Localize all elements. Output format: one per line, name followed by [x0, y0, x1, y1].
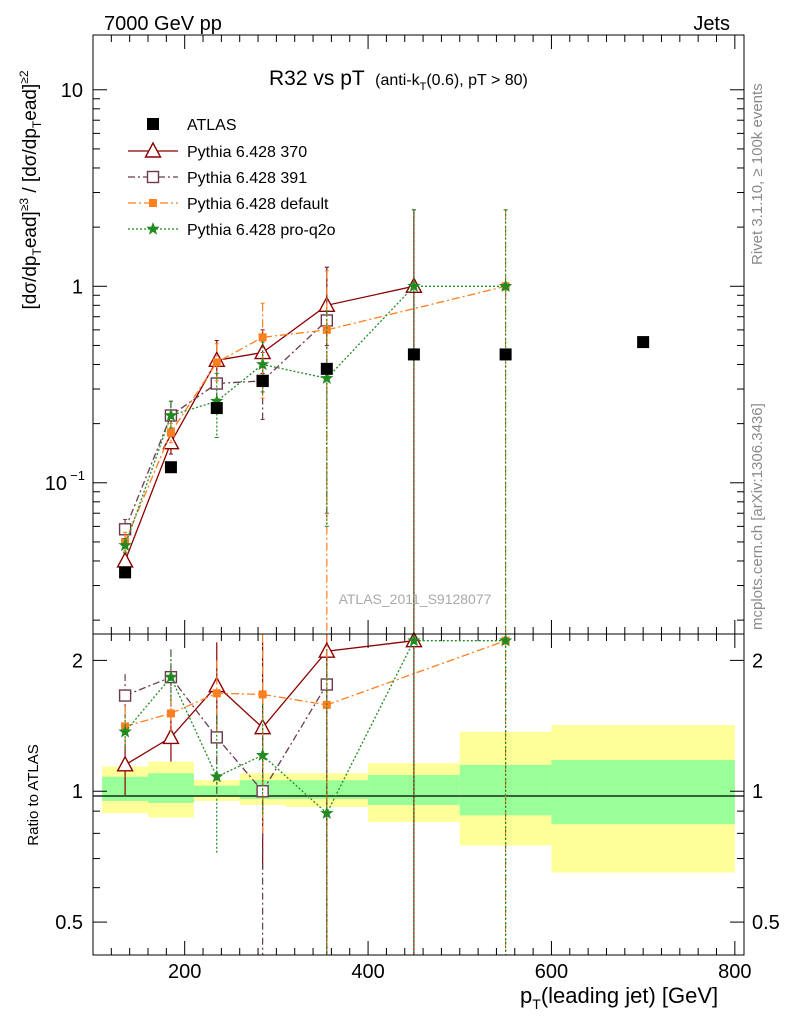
series-pythia-6-428-370 — [116, 209, 423, 635]
ratio-ytick-label: 0.5 — [55, 912, 83, 934]
data-point — [149, 199, 157, 207]
legend-item: Pythia 6.428 pro-q2o — [128, 222, 336, 239]
series-line — [124, 285, 415, 562]
legend-item: Pythia 6.428 370 — [128, 141, 307, 161]
data-point — [499, 348, 512, 361]
data-point — [407, 279, 421, 292]
title-suffix2: (0.6), pT > 80) — [426, 72, 528, 89]
data-point — [166, 428, 175, 437]
data-point — [146, 170, 160, 184]
ratio-band-inner — [551, 759, 735, 825]
main-ytick-label: 10 — [45, 473, 67, 495]
ratio-frame — [92, 633, 745, 956]
legend-label: Pythia 6.428 370 — [187, 144, 307, 161]
series-line — [124, 320, 328, 530]
series-line — [124, 285, 506, 546]
xtick-label: 400 — [351, 961, 384, 983]
data-point — [116, 755, 134, 772]
legend-item: Pythia 6.428 391 — [128, 170, 307, 187]
data-point — [164, 408, 178, 422]
data-point — [258, 333, 267, 342]
data-point — [118, 724, 132, 738]
data-point — [320, 362, 333, 375]
ratio-ytick-label-right: 0.5 — [752, 912, 780, 934]
main-ytick-label-exp: −1 — [70, 468, 85, 483]
data-point — [212, 358, 221, 367]
series-pythia-6-428-391 — [118, 266, 334, 540]
ratio-series-layer — [116, 631, 513, 955]
xtick-label: 600 — [535, 961, 568, 983]
main-ylabel: [dσ/dpTead]≥3 / [dσ/dpTead]≥2 — [17, 70, 44, 309]
legend-item: Pythia 6.428 default — [128, 196, 329, 213]
ratio-series-line — [124, 640, 506, 728]
data-point — [164, 461, 177, 474]
series-pythia-6-428-pro-q2o — [118, 209, 513, 635]
data-point — [498, 279, 513, 292]
legend-label: ATLAS — [187, 117, 237, 134]
data-point — [258, 690, 267, 699]
data-point — [210, 394, 224, 407]
data-point — [147, 118, 159, 130]
data-point — [146, 222, 160, 235]
title-main: R32 vs pT — [269, 67, 365, 90]
ratio-ylabel: Ratio to ATLAS — [25, 744, 42, 845]
xtick-label: 200 — [168, 961, 201, 983]
data-point — [116, 551, 134, 568]
x-axis-label: pT(leading jet) [GeV] — [520, 983, 718, 1012]
data-point — [407, 348, 420, 361]
data-point — [119, 566, 132, 579]
ratio-bands — [102, 725, 735, 873]
data-point — [407, 633, 421, 647]
series-line — [124, 285, 506, 543]
data-point — [164, 670, 178, 683]
data-point — [162, 727, 180, 745]
data-point — [256, 748, 270, 761]
ratio-ytick-label: 1 — [72, 781, 83, 803]
data-point — [212, 689, 221, 698]
ratio-series-line — [124, 640, 414, 766]
ratio-ytick-label: 2 — [72, 650, 83, 672]
data-point — [256, 357, 270, 371]
title-suffix: (anti-k — [375, 72, 420, 89]
ratio-ytick-label-right: 2 — [752, 650, 763, 672]
jets-label: Jets — [693, 13, 730, 35]
ratio-band-inner — [148, 773, 194, 803]
legend-item: ATLAS — [147, 117, 237, 134]
main-series-layer — [116, 209, 650, 635]
data-point — [256, 374, 269, 387]
legend-label: Pythia 6.428 391 — [187, 170, 307, 187]
ratio-series-pythia-6-428-pro-q2o — [118, 633, 513, 955]
xtick-label: 800 — [718, 961, 751, 983]
mcplots-label: mcplots.cern.ch [arXiv:1306.3436] — [749, 403, 766, 630]
svg-text:[dσ/dpTead]≥3 / [dσ/dpTead]≥2: [dσ/dpTead]≥3 / [dσ/dpTead]≥2 — [17, 70, 44, 309]
data-point — [210, 402, 223, 415]
ratio-ytick-label-right: 1 — [752, 781, 763, 803]
analysis-watermark: ATLAS_2011_S9128077 — [339, 591, 492, 607]
data-point — [166, 709, 175, 718]
legend: ATLAS Pythia 6.428 370 Pythia 6.428 391 Pyt… — [128, 117, 336, 239]
plot-title: R32 vs pT (anti-kT(0.6), pT > 80) — [269, 67, 528, 93]
data-point — [320, 806, 334, 819]
data-point — [498, 633, 513, 647]
legend-label: Pythia 6.428 default — [187, 196, 329, 213]
data-point — [320, 371, 334, 384]
data-point — [210, 731, 223, 744]
collision-label: 7000 GeV pp — [104, 13, 222, 35]
data-point — [118, 538, 132, 552]
series-pythia-6-428-default — [121, 209, 510, 635]
rivet-version-label: Rivet 3.1.10, ≥ 100k events — [749, 83, 766, 265]
data-point — [144, 141, 162, 158]
title-sub: T — [420, 81, 427, 93]
data-point — [210, 769, 224, 783]
data-point — [322, 325, 331, 334]
series-atlas — [119, 336, 650, 579]
main-ytick-label: 1 — [72, 276, 83, 298]
data-point — [118, 689, 132, 702]
data-point — [637, 336, 650, 349]
main-ytick-label: 10 — [61, 80, 83, 102]
legend-label: Pythia 6.428 pro-q2o — [187, 222, 336, 239]
